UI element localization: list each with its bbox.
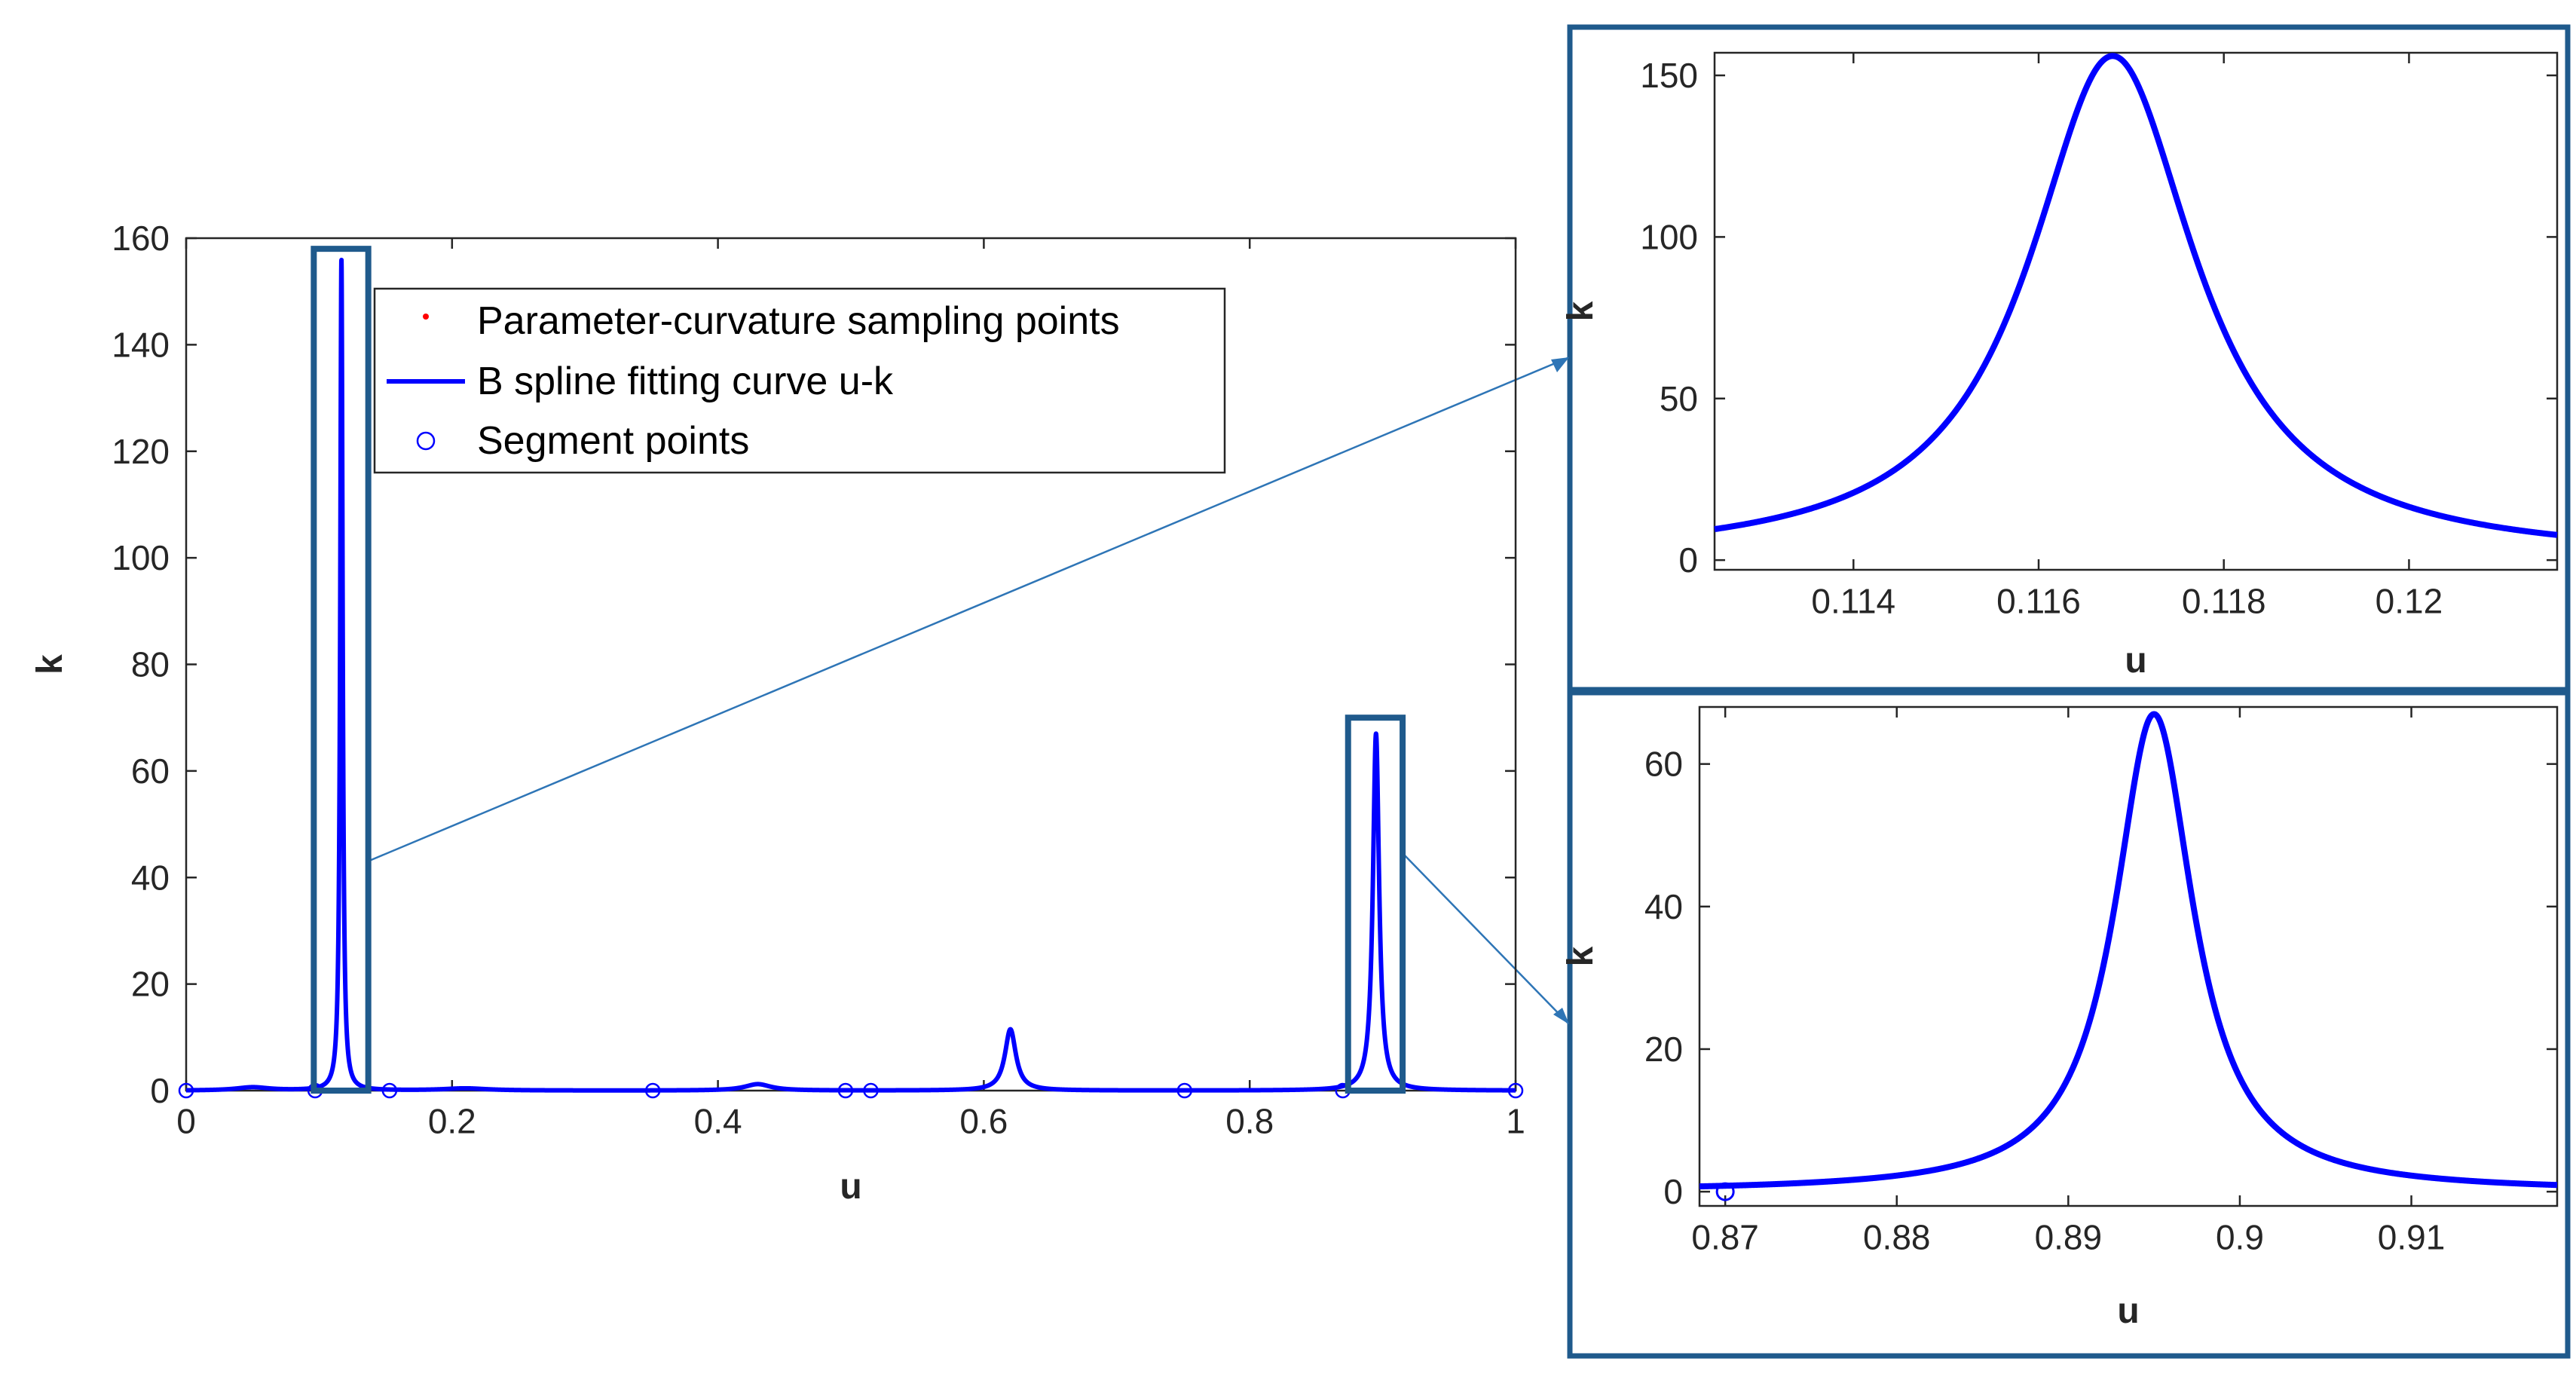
zoom1-y-tick-label: 100 [1640, 217, 1698, 256]
zoom-plot-2: 0.87 0.88 0.89 0.9 0.91 0 20 40 60 u k [1561, 705, 2560, 1331]
zoom2-x-tick-label: 0.88 [1863, 1218, 1931, 1257]
main-x-tick-label: 0.8 [1225, 1102, 1274, 1141]
zoom2-x-tick-label: 0.87 [1691, 1218, 1759, 1257]
main-segment-point [644, 1082, 661, 1099]
zoom1-x-tick-label: 0.114 [1811, 582, 1895, 621]
legend-entry-label: B spline fitting curve u-k [477, 360, 894, 403]
main-y-tick-label: 20 [131, 965, 170, 1004]
main-segment-point [837, 1082, 854, 1099]
zoom-plot-1: 0.114 0.116 0.118 0.12 0 50 100 150 u k [1561, 51, 2560, 681]
zoom2-segment-point [1715, 1182, 1735, 1201]
main-y-tick-label: 120 [112, 432, 170, 471]
zoom2-y-axis-label: k [1561, 946, 1601, 966]
zoom-arrow-1 [369, 357, 1568, 862]
zoom2-y-tick-label: 60 [1644, 745, 1683, 784]
zoom-highlight-box-2 [1345, 715, 1406, 1094]
legend-entry-label: Parameter-curvature sampling points [477, 299, 1120, 343]
zoom2-x-axis-label: u [2117, 1291, 2139, 1331]
legend-entry-label: Segment points [477, 419, 749, 463]
zoom-arrow-2 [1403, 853, 1568, 1024]
zoom1-bspline-curve [1712, 53, 2560, 538]
legend-box [373, 287, 1226, 474]
main-segment-point [178, 1082, 194, 1099]
main-x-tick-label: 0.6 [959, 1102, 1008, 1141]
zoom-panel-2-frame [1567, 690, 2571, 1359]
zoom2-bspline-curve [1696, 711, 2560, 1190]
main-plot: 0 0.2 0.4 0.6 0.8 1 0 20 40 60 80 100 120 140 160 u k Par… [30, 219, 1525, 1207]
main-y-tick-label: 80 [131, 645, 170, 684]
main-segment-point [1176, 1082, 1193, 1099]
main-segment-point [863, 1082, 879, 1099]
legend-sampling-marker [423, 314, 429, 320]
main-y-tick-label: 160 [112, 219, 170, 258]
zoom1-y-tick-label: 150 [1640, 56, 1698, 95]
zoom1-x-tick-label: 0.116 [1996, 582, 2081, 621]
main-y-axis-label: k [30, 654, 70, 675]
main-y-tick-label: 60 [131, 751, 170, 791]
main-y-tick-label: 140 [112, 325, 170, 364]
main-y-tick-label: 0 [150, 1071, 170, 1110]
zoom1-x-tick-label: 0.118 [2182, 582, 2266, 621]
zoom-arrow-2-head [1553, 1008, 1569, 1024]
zoom1-axes-box [1713, 51, 2559, 571]
zoom-highlight-box-1 [311, 246, 372, 1094]
zoom-arrow-1-head [1551, 357, 1569, 372]
main-x-axis-label: u [840, 1167, 861, 1207]
zoom1-y-axis-label: k [1561, 301, 1601, 321]
zoom1-y-tick-label: 0 [1678, 540, 1698, 580]
main-x-tick-label: 0.2 [428, 1102, 476, 1141]
main-segment-point [381, 1082, 398, 1099]
zoom2-y-tick-label: 20 [1644, 1030, 1683, 1069]
main-y-tick-label: 100 [112, 538, 170, 577]
zoom2-x-tick-label: 0.89 [2035, 1218, 2103, 1257]
main-bspline-curve [184, 257, 1518, 1093]
zoom1-y-tick-label: 50 [1660, 379, 1698, 418]
zoom1-x-tick-label: 0.12 [2376, 582, 2443, 621]
main-x-tick-label: 1 [1506, 1102, 1525, 1141]
legend-segment-marker [416, 431, 436, 451]
main-x-tick-label: 0 [176, 1102, 196, 1141]
zoom2-x-tick-label: 0.9 [2216, 1218, 2264, 1257]
zoom1-x-axis-label: u [2125, 641, 2146, 681]
zoom2-y-tick-label: 0 [1663, 1172, 1683, 1211]
zoom2-axes-box [1698, 705, 2559, 1207]
main-segment-point [1507, 1082, 1524, 1099]
main-x-tick-label: 0.4 [694, 1102, 742, 1141]
main-y-tick-label: 40 [131, 858, 170, 897]
zoom2-y-tick-label: 40 [1644, 887, 1683, 926]
zoom2-x-tick-label: 0.91 [2378, 1218, 2446, 1257]
